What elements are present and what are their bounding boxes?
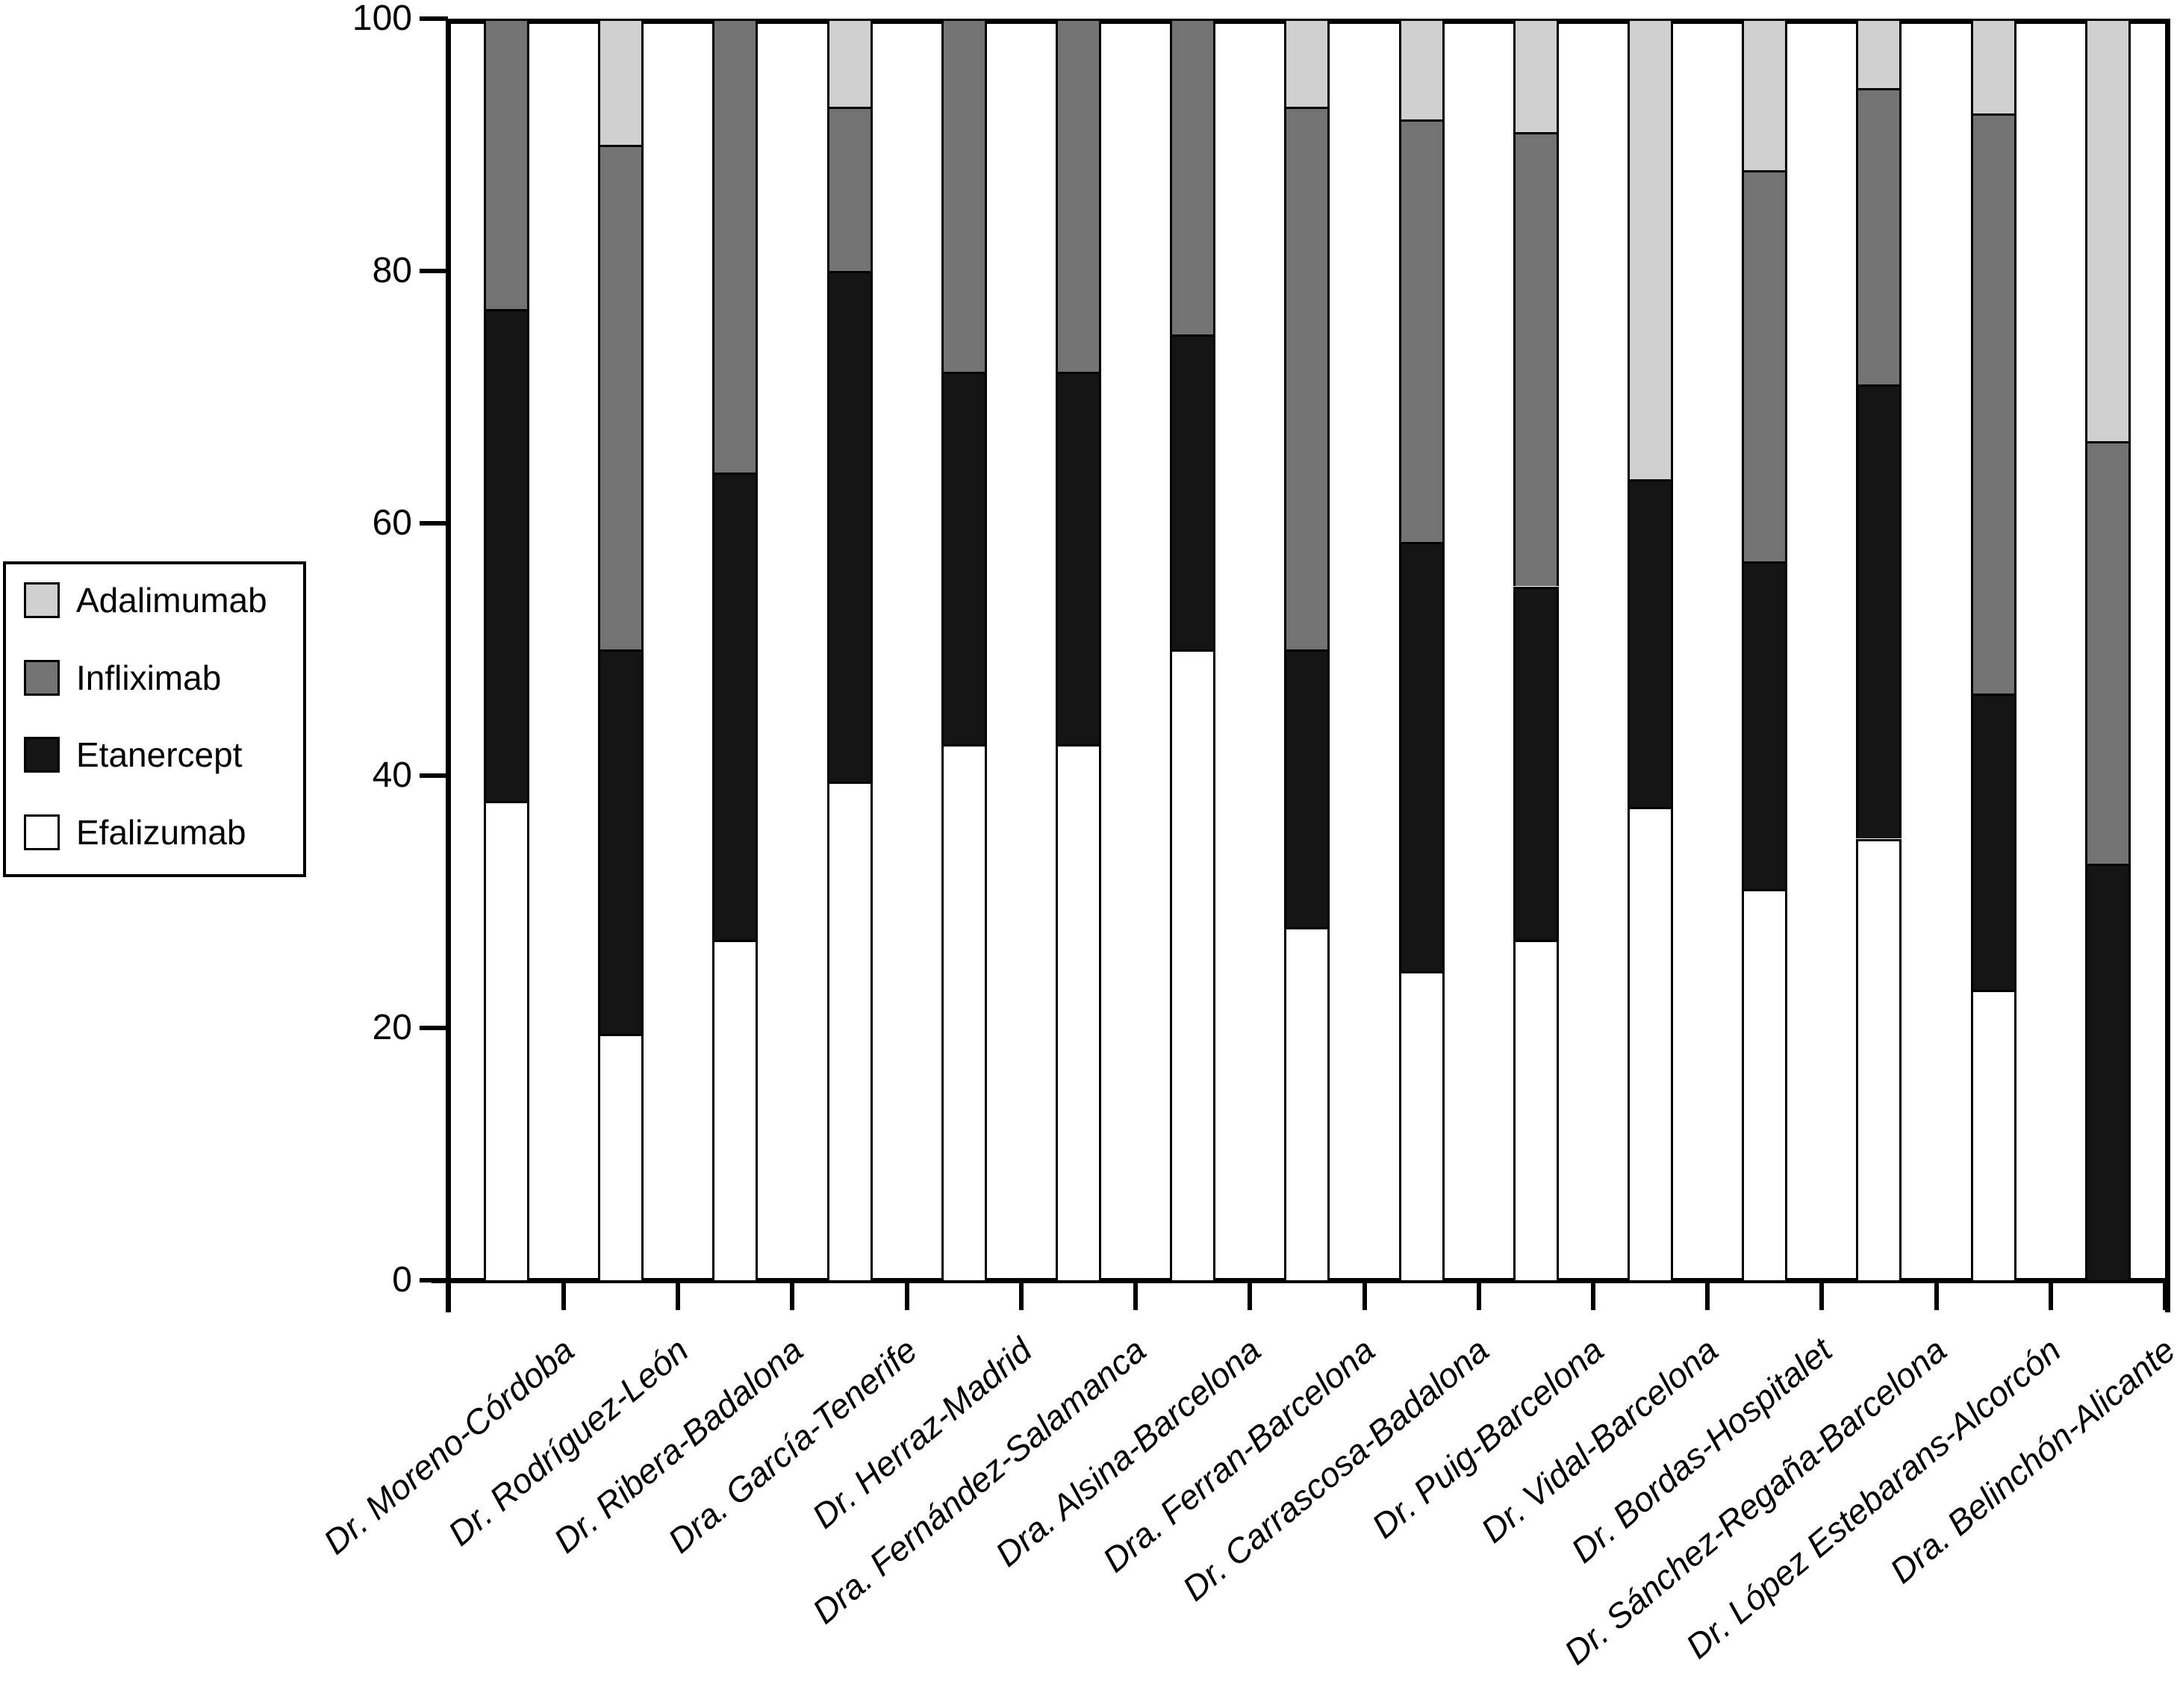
bar-segment-efalizumab: [712, 939, 759, 1280]
bar-segment-adalimumab: [1284, 19, 1330, 107]
legend: Adalimumab Infliximab Etanercept Efalizumab: [3, 561, 306, 877]
bar-segment-adalimumab: [2084, 19, 2131, 442]
bar-segment-efalizumab: [1284, 926, 1330, 1280]
y-tick-label: 0: [392, 1260, 412, 1300]
bar-segment-adalimumab: [1398, 19, 1445, 120]
bar-segment-adalimumab: [1513, 19, 1559, 133]
bar-segment-etanercept: [941, 372, 987, 744]
bar-segment-etanercept: [1970, 694, 2016, 991]
bar-segment-etanercept: [1055, 372, 1101, 744]
bar-segment-adalimumab: [1970, 19, 2016, 113]
x-tick: [1819, 1280, 1825, 1310]
bar-segment-efalizumab: [1742, 889, 1788, 1280]
bar-segment-efalizumab: [941, 744, 987, 1280]
x-tick: [1133, 1280, 1139, 1310]
bar-segment-etanercept: [483, 308, 529, 801]
legend-swatch-icon: [24, 737, 60, 773]
bar-segment-infliximab: [1398, 119, 1445, 543]
bar-segment-etanercept: [826, 271, 873, 782]
bar-segment-etanercept: [1513, 586, 1559, 940]
bar-segment-etanercept: [1398, 542, 1445, 971]
bar-segment-etanercept: [1856, 384, 1902, 839]
legend-swatch-icon: [24, 814, 60, 850]
legend-label: Adalimumab: [76, 581, 267, 620]
bar-segment-infliximab: [826, 107, 873, 271]
bar-segment-etanercept: [1742, 561, 1788, 890]
bar-segment-adalimumab: [826, 19, 873, 107]
bar-segment-efalizumab: [483, 800, 529, 1280]
y-tick-label: 100: [352, 0, 412, 39]
x-tick: [561, 1280, 566, 1310]
x-tick: [1705, 1280, 1710, 1310]
y-tick-label: 20: [372, 1008, 412, 1047]
x-tick: [904, 1280, 909, 1310]
bar-segment-infliximab: [2084, 441, 2131, 864]
y-tick-label: 40: [372, 755, 412, 795]
bar-segment-infliximab: [712, 19, 759, 473]
bar-segment-infliximab: [1742, 169, 1788, 561]
bar-segment-etanercept: [712, 473, 759, 940]
plot-right-frame: [2165, 19, 2170, 1312]
bar-segment-etanercept: [598, 649, 644, 1035]
x-tick: [2048, 1280, 2053, 1310]
y-tick: [420, 773, 448, 778]
y-tick-label: 60: [372, 503, 412, 543]
bar-segment-infliximab: [1284, 107, 1330, 649]
bar-segment-adalimumab: [1742, 19, 1788, 170]
bar-segment-efalizumab: [1856, 838, 1902, 1280]
bar-segment-etanercept: [1170, 334, 1216, 649]
bar-segment-etanercept: [2084, 864, 2131, 1280]
x-tick: [1018, 1280, 1024, 1310]
y-tick: [420, 1278, 448, 1282]
bar-segment-efalizumab: [1398, 970, 1445, 1280]
bar-segment-infliximab: [598, 145, 644, 649]
y-tick-label: 80: [372, 251, 412, 290]
x-tick: [676, 1280, 681, 1310]
bar-segment-infliximab: [941, 19, 987, 373]
x-tick: [2163, 1280, 2167, 1310]
bar-segment-adalimumab: [1856, 19, 1902, 88]
x-tick: [1362, 1280, 1367, 1310]
x-tick: [1248, 1280, 1253, 1310]
bar-segment-etanercept: [1284, 649, 1330, 927]
legend-label: Efalizumab: [76, 812, 246, 852]
bar-segment-efalizumab: [598, 1034, 644, 1280]
legend-swatch-icon: [24, 659, 60, 696]
y-tick: [420, 16, 448, 21]
x-tick: [1590, 1280, 1595, 1310]
x-tick: [1934, 1280, 1939, 1310]
y-tick: [420, 521, 448, 526]
legend-swatch-icon: [24, 582, 60, 618]
bar-segment-efalizumab: [826, 782, 873, 1280]
bar-segment-infliximab: [1513, 132, 1559, 587]
bar-segment-efalizumab: [1970, 990, 2016, 1280]
bar-segment-adalimumab: [598, 19, 644, 145]
bar-segment-infliximab: [1970, 113, 2016, 694]
bar-segment-infliximab: [1055, 19, 1101, 373]
bar-segment-infliximab: [1856, 87, 1902, 385]
x-axis: [432, 1278, 2170, 1283]
bar-segment-infliximab: [1170, 19, 1216, 334]
legend-label: Infliximab: [76, 658, 222, 697]
y-tick: [420, 1026, 448, 1030]
x-tick: [1476, 1280, 1481, 1310]
legend-label: Etanercept: [76, 735, 243, 774]
bar-segment-efalizumab: [1055, 744, 1101, 1280]
y-tick: [420, 269, 448, 273]
bar-segment-efalizumab: [1170, 649, 1216, 1280]
x-tick: [790, 1280, 795, 1310]
bar-segment-etanercept: [1628, 479, 1674, 808]
bar-segment-efalizumab: [1513, 939, 1559, 1280]
bar-segment-infliximab: [483, 19, 529, 309]
bar-segment-adalimumab: [1628, 19, 1674, 479]
y-axis: [446, 19, 451, 1312]
bar-segment-efalizumab: [1628, 807, 1674, 1280]
